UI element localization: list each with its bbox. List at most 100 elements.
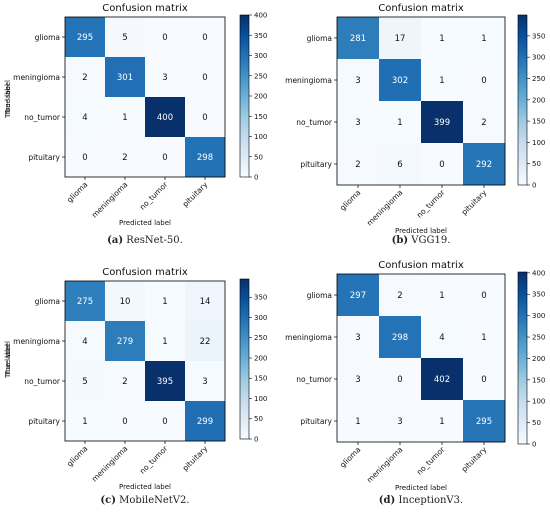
cell-value-label: 301 <box>117 73 133 83</box>
x-tick-label: pituitary <box>460 445 489 474</box>
cell-value-label: 3 <box>355 118 360 128</box>
colorbar-tick-label: 200 <box>532 355 545 363</box>
caption-letter: (d) <box>379 495 395 506</box>
colorbar <box>239 278 250 440</box>
colorbar-tick-label: 300 <box>254 52 267 60</box>
heatmap-cell <box>65 401 106 442</box>
y-tick-label: glioma <box>307 291 332 300</box>
heatmap-cell <box>65 281 106 322</box>
heatmap-cell <box>463 59 506 102</box>
cell-value-label: 3 <box>202 377 207 387</box>
y-tick-label: pituitary <box>28 153 60 162</box>
heatmap-cell <box>145 401 186 442</box>
colorbar-tick-label: 300 <box>532 312 545 320</box>
colorbar-tick-label: 150 <box>532 376 545 384</box>
heatmap-cell <box>65 137 106 178</box>
colorbar <box>517 14 528 186</box>
colorbar-tick-label: 50 <box>532 419 541 427</box>
caption-letter: (a) <box>107 235 123 246</box>
cell-value-label: 302 <box>392 76 408 86</box>
x-tick-label: glioma <box>338 188 362 212</box>
y-tick-label: no_tumor <box>24 377 61 386</box>
y-tick-label: pituitary <box>300 417 332 426</box>
cell-value-label: 4 <box>439 333 444 343</box>
cell-value-label: 1 <box>355 417 360 427</box>
y-axis-label: True label <box>4 341 12 376</box>
heatmap-cell <box>105 321 146 362</box>
heatmap-cell <box>145 321 186 362</box>
plot-frame <box>64 16 226 178</box>
cell-value-label: 400 <box>157 113 173 123</box>
colorbar-tick-label: 0 <box>532 182 536 190</box>
subfigure-caption: (d) InceptionV3. <box>379 495 463 506</box>
plot-frame <box>64 280 226 442</box>
colorbar-tick-label: 300 <box>254 314 267 322</box>
heatmap-cell <box>105 17 146 58</box>
cell-value-label: 0 <box>202 73 207 83</box>
heatmap-cell <box>65 321 106 362</box>
cell-value-label: 0 <box>397 375 402 385</box>
heatmap-cell <box>337 143 380 186</box>
cell-value-label: 3 <box>397 417 402 427</box>
heatmap-cell <box>105 281 146 322</box>
heatmap-cell <box>105 137 146 178</box>
y-tick-label: meningioma <box>13 337 60 346</box>
y-tick-label: glioma <box>307 34 332 43</box>
heatmap-cell <box>421 400 464 443</box>
x-tick-label: pituitary <box>181 444 210 473</box>
heatmap-cell <box>379 358 422 401</box>
cell-value-label: 1 <box>162 337 167 347</box>
colorbar-tick-label: 100 <box>532 398 545 406</box>
chart-title: Confusion matrix <box>102 3 188 14</box>
heatmap-cell <box>463 274 506 317</box>
chart-title: Confusion matrix <box>378 260 464 271</box>
cell-value-label: 3 <box>355 76 360 86</box>
cell-value-label: 298 <box>392 333 408 343</box>
colorbar-tick-label: 0 <box>254 436 258 444</box>
heatmap-cell <box>145 361 186 402</box>
x-axis-label: Predicted label <box>395 227 447 235</box>
cell-value-label: 0 <box>202 113 207 123</box>
y-tick-label: no_tumor <box>24 113 61 122</box>
heatmap-cell <box>337 17 380 60</box>
heatmap-cell <box>185 281 226 322</box>
colorbar-tick-label: 100 <box>254 395 267 403</box>
y-tick-label: glioma <box>35 33 60 42</box>
heatmap-cell <box>105 401 146 442</box>
heatmap-cell <box>463 400 506 443</box>
cell-value-label: 281 <box>350 34 366 44</box>
heatmap-cell <box>105 57 146 98</box>
caption-text: InceptionV3. <box>395 495 463 506</box>
heatmap-cell <box>145 57 186 98</box>
cell-value-label: 1 <box>162 297 167 307</box>
cell-value-label: 2 <box>82 73 87 83</box>
colorbar-tick-label: 400 <box>254 12 267 20</box>
cell-value-label: 17 <box>395 34 406 44</box>
colorbar-tick-label: 250 <box>532 334 545 342</box>
heatmap-cell <box>463 17 506 60</box>
colorbar-tick-label: 150 <box>254 375 267 383</box>
cell-value-label: 0 <box>439 160 444 170</box>
colorbar-tick-label: 150 <box>254 113 267 121</box>
colorbar-tick-label: 350 <box>254 32 267 40</box>
plot-frame <box>336 273 506 443</box>
heatmap-cell <box>421 316 464 359</box>
colorbar-tick-label: 150 <box>532 118 545 126</box>
heatmap-cell <box>65 97 106 138</box>
cell-value-label: 0 <box>122 417 127 427</box>
heatmap-cell <box>105 97 146 138</box>
cell-value-label: 275 <box>77 297 93 307</box>
colorbar-tick-label: 350 <box>532 32 545 40</box>
heatmap-cell <box>421 358 464 401</box>
cell-value-label: 0 <box>82 153 87 163</box>
cell-value-label: 0 <box>481 291 486 301</box>
colorbar-tick-label: 50 <box>254 153 263 161</box>
heatmap-cell <box>105 361 146 402</box>
heatmap-cell <box>145 281 186 322</box>
cell-value-label: 2 <box>355 160 360 170</box>
cell-value-label: 22 <box>200 337 211 347</box>
x-tick-label: no_tumor <box>415 187 447 219</box>
